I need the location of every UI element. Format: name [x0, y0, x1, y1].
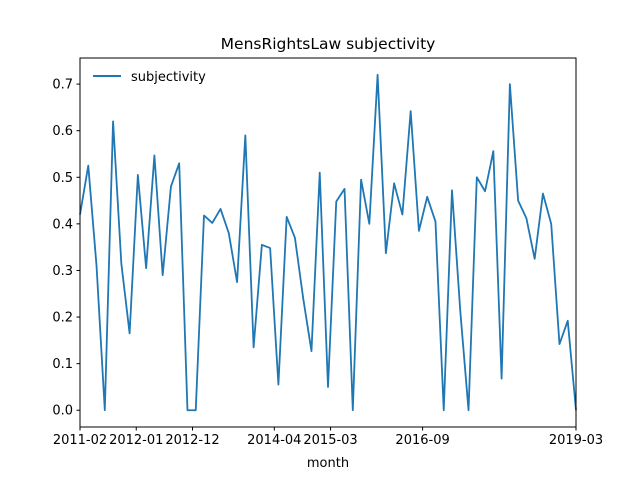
chart-title: MensRightsLaw subjectivity — [221, 35, 436, 53]
legend: subjectivity — [93, 70, 206, 85]
y-tick-label: 0.0 — [52, 404, 73, 419]
x-tick-label: 2015-03 — [303, 433, 357, 448]
x-tick-label: 2014-04 — [247, 433, 301, 448]
y-tick-label: 0.5 — [52, 171, 73, 186]
y-tick-label: 0.3 — [52, 264, 73, 279]
x-tick-label: 2016-09 — [395, 433, 449, 448]
series-layer — [79, 73, 577, 412]
series-line-subjectivity — [79, 73, 577, 412]
y-tick-label: 0.2 — [52, 311, 73, 326]
y-tick-label: 0.1 — [52, 357, 73, 372]
y-tick-label: 0.4 — [52, 217, 73, 232]
x-tick-label: 2019-03 — [549, 433, 603, 448]
x-tick-label: 2012-12 — [165, 433, 219, 448]
x-axis-label: month — [307, 456, 349, 471]
x-axis: 2011-02 2012-01 2012-12 2014-04 2015-03 2016-… — [53, 427, 603, 448]
y-tick-label: 0.7 — [52, 78, 73, 93]
legend-label: subjectivity — [131, 70, 206, 85]
y-axis: 0.0 0.1 0.2 0.3 0.4 0.5 0.6 0.7 — [52, 78, 80, 419]
x-tick-label: 2012-01 — [109, 433, 163, 448]
x-tick-label: 2011-02 — [53, 433, 107, 448]
y-tick-label: 0.6 — [52, 124, 73, 139]
plot-frame — [79, 57, 577, 428]
